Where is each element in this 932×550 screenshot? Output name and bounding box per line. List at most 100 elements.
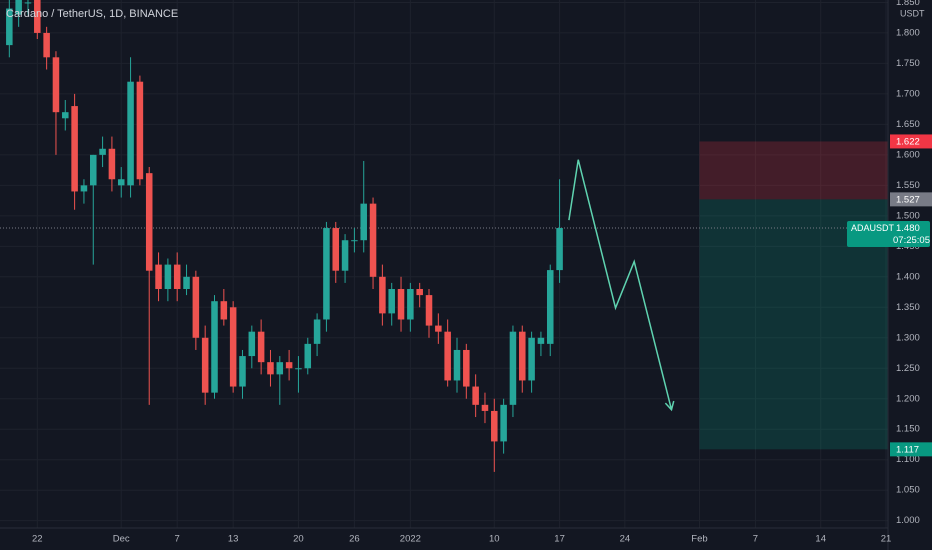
candle-body: [24, 2, 32, 4]
last-price-label: 1.480: [896, 223, 920, 234]
candle-body: [313, 319, 321, 344]
candle-body: [295, 368, 302, 370]
candle-body: [80, 185, 88, 192]
x-tick-label: 20: [293, 534, 304, 545]
candle-body: [192, 276, 200, 338]
y-tick-label: 1.500: [896, 210, 920, 221]
x-tick-label: Dec: [113, 534, 130, 545]
candle-body: [285, 362, 293, 369]
y-tick-label: 1.150: [896, 424, 920, 435]
candle-body: [463, 349, 470, 387]
candle-body: [416, 288, 423, 296]
y-tick-label: 1.050: [896, 485, 920, 496]
x-tick-label: 21: [881, 534, 892, 545]
candle-body: [351, 240, 358, 242]
candle-body: [341, 240, 349, 271]
y-tick-label: 1.850: [896, 0, 920, 8]
y-tick-label: 1.650: [896, 119, 920, 130]
x-tick-label: 2022: [400, 534, 421, 545]
candle-body: [229, 307, 237, 387]
y-tick-label: 1.550: [896, 180, 920, 191]
projection-arrowhead: [664, 400, 675, 412]
y-tick-label: 1.600: [896, 149, 920, 160]
grid: [0, 0, 888, 528]
x-tick-label: 22: [32, 534, 43, 545]
candle-body: [155, 264, 162, 289]
candle-body: [127, 81, 134, 186]
stop-zone: [699, 141, 888, 200]
price-label-box: [890, 442, 932, 457]
x-tick-label: 26: [349, 534, 360, 545]
candle-body: [332, 228, 340, 271]
candle-body: [211, 301, 218, 393]
candle-body: [481, 404, 489, 411]
candle-body: [52, 57, 60, 113]
candle-body: [509, 331, 517, 405]
x-tick-label: 24: [620, 534, 631, 545]
candle-body: [276, 362, 284, 375]
symbol-label: ADAUSDT: [851, 223, 895, 233]
candle-body: [304, 343, 312, 369]
candle-body: [528, 337, 535, 381]
overlay: [568, 159, 675, 412]
x-tick-label: 7: [753, 534, 758, 545]
candle-body: [15, 0, 22, 15]
candle-body: [173, 264, 181, 289]
candle-body: [425, 295, 433, 326]
candle-body: [183, 276, 190, 289]
price-label: 1.117: [896, 444, 919, 455]
y-tick-label: 1.800: [896, 27, 920, 38]
countdown-label: 07:25:05: [893, 235, 930, 246]
candle-body: [108, 148, 116, 180]
candles: [6, 0, 563, 472]
candle-body: [99, 148, 106, 155]
y-tick-label: 1.200: [896, 393, 920, 404]
y-tick-label: 1.300: [896, 332, 920, 343]
projection-line: [568, 159, 673, 410]
y-tick-label: 1.000: [896, 515, 920, 526]
x-tick-label: 13: [228, 534, 239, 545]
candle-body: [407, 288, 414, 320]
candle-body: [323, 228, 330, 320]
price-label-box: [890, 134, 932, 149]
candle-body: [556, 228, 563, 271]
candle-body: [164, 264, 172, 289]
candle-body: [239, 356, 246, 387]
candle-body: [519, 331, 526, 381]
candle-body: [220, 301, 228, 320]
candle-body: [257, 331, 265, 363]
y-tick-label: 1.250: [896, 363, 920, 374]
x-tick-label: 7: [175, 534, 180, 545]
last-price-box: [847, 221, 930, 248]
candle-body: [379, 276, 386, 314]
candle-body: [388, 288, 395, 314]
price-label: 1.527: [896, 194, 920, 205]
candle-body: [546, 270, 554, 344]
x-tick-label: Feb: [691, 534, 707, 545]
candle-body: [43, 32, 50, 58]
candle-body: [136, 81, 144, 180]
candle-body: [6, 8, 13, 46]
candle-body: [145, 173, 153, 271]
y-tick-label: 1.350: [896, 302, 920, 313]
candle-body: [444, 331, 451, 381]
candle-body: [89, 154, 97, 186]
candle-body: [71, 106, 78, 192]
candle-body: [453, 349, 461, 381]
y-tick-label: 1.700: [896, 88, 920, 99]
candle-body: [369, 203, 377, 277]
x-tick-label: 14: [815, 534, 826, 545]
y-tick-label: 1.750: [896, 58, 920, 69]
y-tick-label: 1.400: [896, 271, 920, 282]
candle-body: [201, 337, 209, 393]
candle-body: [491, 410, 498, 442]
axes: 1.000 1.050 1.100 1.150 1.200 1.250 1.300 1.350…: [32, 0, 932, 545]
chart-title: Cardano / TetherUS, 1D, BINANCE: [6, 8, 178, 20]
candle-body: [117, 179, 125, 186]
candle-body: [472, 386, 479, 405]
candle-body: [360, 203, 367, 241]
candle-body: [248, 331, 256, 357]
y-tick-label: 1.100: [896, 454, 920, 465]
price-label: 1.622: [896, 136, 920, 147]
candle-body: [435, 325, 442, 332]
